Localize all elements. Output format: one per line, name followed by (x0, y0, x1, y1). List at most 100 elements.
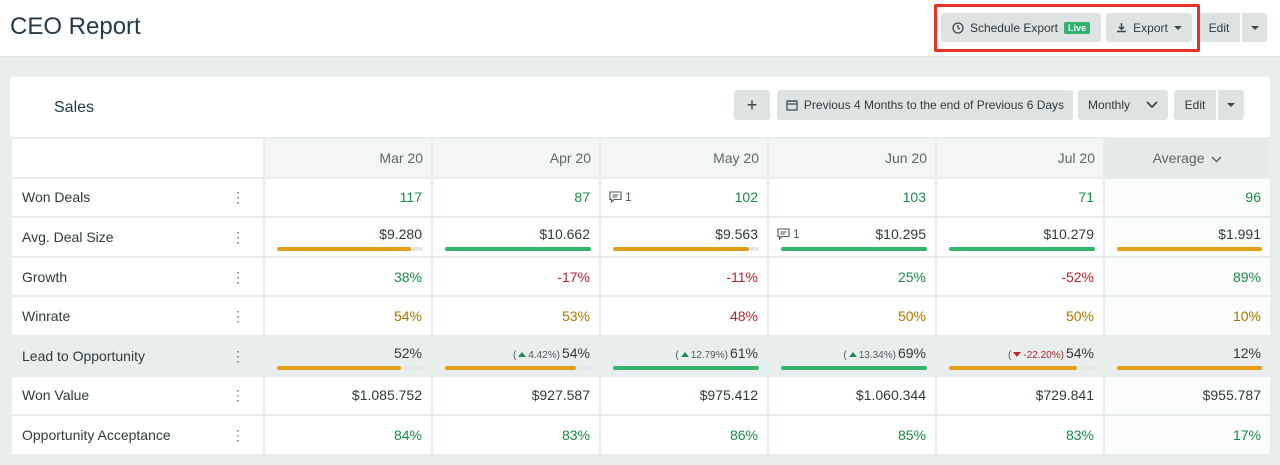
progress-fill (1117, 246, 1262, 251)
table-cell: -11% (599, 255, 769, 298)
table-cell: 50% (935, 295, 1105, 337)
progress-bar (613, 365, 759, 370)
table-cell: -52% (935, 255, 1105, 298)
average-column-header[interactable]: Average (1103, 137, 1270, 179)
sales-card: Sales + Previous 4 Months to the end of … (10, 77, 1270, 455)
column-header: May 20 (599, 137, 769, 179)
progress-bar (781, 365, 927, 370)
table-cell: 12% (1103, 334, 1270, 377)
granularity-select[interactable]: Monthly (1078, 90, 1168, 120)
schedule-export-label: Schedule Export (969, 20, 1059, 35)
column-header: Jul 20 (935, 137, 1105, 179)
plus-icon: + (746, 94, 758, 115)
row-label: Won Deals ⋮ (10, 176, 265, 219)
progress-fill (781, 246, 927, 251)
comment-indicator[interactable]: 1 (609, 190, 632, 204)
row-label-text: Won Deals (22, 189, 91, 206)
row-label: Opportunity Acceptance ⋮ (10, 414, 265, 455)
table-cell: (-22.20%) 54% (935, 334, 1105, 377)
date-range-button[interactable]: Previous 4 Months to the end of Previous… (777, 90, 1073, 120)
table-row: Won Value ⋮ $1.085.752 $927.587 $975.412… (10, 374, 1270, 417)
table-cell: 48% (599, 295, 769, 337)
table-cell: $10.662 (431, 216, 601, 258)
progress-bar (949, 246, 1095, 251)
table-cell: 50% (767, 295, 937, 337)
progress-fill (949, 365, 1078, 370)
more-options-icon[interactable]: ⋮ (231, 189, 245, 206)
cell-value: $10.662 (539, 225, 590, 242)
page-title: CEO Report (10, 13, 141, 40)
more-options-icon[interactable]: ⋮ (231, 347, 245, 364)
more-options-icon[interactable]: ⋮ (231, 268, 245, 285)
comment-icon (777, 228, 790, 240)
comment-count: 1 (793, 226, 800, 241)
edit-card-dropdown[interactable] (1218, 90, 1244, 120)
arrow-down-icon (1013, 351, 1022, 357)
table-row: Growth ⋮ 38% -17% -11% 25% -52% 89% (10, 255, 1270, 298)
cell-value: 69% (897, 344, 926, 361)
more-options-icon[interactable]: ⋮ (231, 426, 245, 443)
progress-fill (445, 246, 591, 251)
cell-value: $10.279 (1043, 225, 1094, 242)
progress-bar (1117, 365, 1262, 370)
edit-report-button[interactable]: Edit (1198, 13, 1240, 42)
table-cell: 38% (263, 255, 433, 298)
more-options-icon[interactable]: ⋮ (231, 228, 245, 245)
progress-fill (1117, 365, 1262, 370)
edit-label: Edit (1184, 98, 1206, 112)
progress-bar (949, 365, 1095, 370)
arrow-up-icon (518, 351, 527, 357)
delta-value: 4.42%) (528, 349, 560, 361)
progress-fill (613, 246, 749, 251)
more-options-icon[interactable]: ⋮ (231, 387, 245, 404)
cell-value: $1.991 (1218, 225, 1261, 242)
table-cell: 87 (431, 176, 601, 219)
granularity-label: Monthly (1088, 98, 1131, 112)
column-header: Apr 20 (431, 137, 601, 179)
cell-value: $10.295 (875, 225, 926, 242)
delta-indicator: (-22.20%) (1008, 349, 1064, 361)
row-label-text: Winrate (22, 308, 71, 325)
edit-report-dropdown[interactable] (1242, 13, 1267, 42)
cell-value: 54% (561, 344, 590, 361)
row-label-text: Growth (22, 268, 68, 285)
table-cell: 96 (1103, 176, 1270, 219)
table-cell: (12.79%) 61% (599, 334, 769, 377)
table-cell: 83% (935, 414, 1105, 455)
row-label-text: Won Value (22, 387, 90, 404)
table-cell: 103 (767, 176, 937, 219)
progress-fill (277, 246, 412, 251)
table-row: Won Deals ⋮ 117 87 1 102 103 71 96 (10, 176, 1270, 219)
export-button[interactable]: Export (1106, 13, 1192, 42)
add-button[interactable]: + (734, 90, 770, 120)
cell-value: 52% (393, 344, 422, 361)
progress-bar (613, 246, 759, 251)
progress-fill (949, 246, 1095, 251)
table-cell: 89% (1103, 255, 1270, 298)
card-title: Sales (54, 99, 95, 116)
row-label: Lead to Opportunity ⋮ (10, 334, 265, 377)
progress-fill (613, 365, 759, 370)
table-cell: 117 (263, 176, 433, 219)
cell-value: 61% (729, 344, 758, 361)
comment-indicator[interactable]: 1 (777, 227, 800, 241)
progress-bar (277, 365, 423, 370)
download-icon (1117, 23, 1127, 33)
table-cell: $10.279 (935, 216, 1105, 258)
progress-bar (445, 246, 591, 251)
chevron-down-icon (1146, 101, 1158, 109)
row-label: Won Value ⋮ (10, 374, 265, 417)
table-cell: -17% (431, 255, 601, 298)
schedule-export-button[interactable]: Schedule Export Live (941, 13, 1101, 42)
edit-card-button[interactable]: Edit (1174, 90, 1216, 120)
table-cell: $729.841 (935, 374, 1105, 417)
table-cell: 53% (431, 295, 601, 337)
row-label-text: Avg. Deal Size (22, 228, 114, 245)
table-cell: $1.060.344 (767, 374, 937, 417)
more-options-icon[interactable]: ⋮ (231, 308, 245, 325)
column-header: Jun 20 (767, 137, 937, 179)
table-cell: 17% (1103, 414, 1270, 455)
progress-bar (781, 246, 927, 251)
live-badge: Live (1064, 21, 1091, 34)
delta-indicator: (12.79%) (675, 349, 728, 361)
